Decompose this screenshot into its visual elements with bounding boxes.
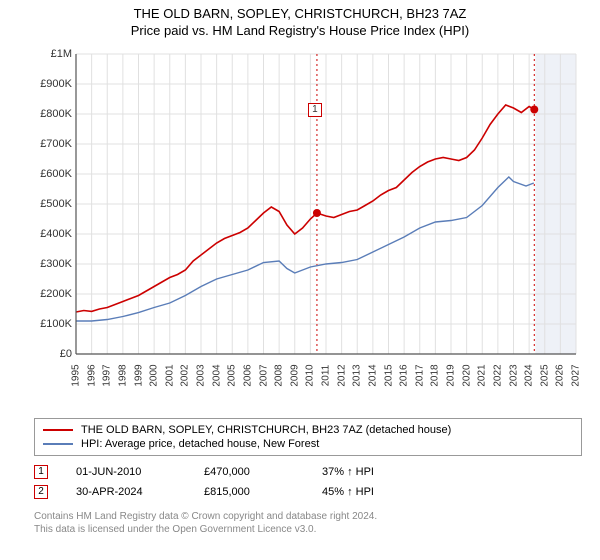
x-tick-label: 2007 — [258, 364, 269, 386]
footer-line: Contains HM Land Registry data © Crown c… — [34, 510, 377, 523]
x-tick-label: 2012 — [336, 364, 347, 386]
x-tick-label: 1998 — [117, 364, 128, 386]
x-tick-label: 2008 — [274, 364, 285, 386]
x-tick-label: 2014 — [367, 364, 378, 386]
x-tick-label: 2005 — [227, 364, 238, 386]
y-tick-label: £700K — [34, 138, 72, 150]
y-tick-label: £200K — [34, 288, 72, 300]
sale-marker: 1 — [34, 465, 48, 479]
footer-line: This data is licensed under the Open Gov… — [34, 523, 377, 536]
x-tick-label: 1996 — [86, 364, 97, 386]
x-tick-label: 2013 — [352, 364, 363, 386]
x-tick-label: 2011 — [321, 365, 332, 387]
price-chart: £0 £100K £200K £300K £400K £500K £600K £700K £80… — [34, 48, 582, 378]
x-tick-label: 2010 — [305, 364, 316, 386]
y-tick-label: £0 — [34, 348, 72, 360]
x-tick-label: 2020 — [461, 364, 472, 386]
y-tick-label: £500K — [34, 198, 72, 210]
x-tick-label: 2018 — [430, 364, 441, 386]
chart-title: THE OLD BARN, SOPLEY, CHRISTCHURCH, BH23… — [0, 6, 600, 21]
y-tick-label: £400K — [34, 228, 72, 240]
y-tick-label: £300K — [34, 258, 72, 270]
sale-date: 30-APR-2024 — [76, 486, 176, 498]
x-tick-label: 2025 — [539, 364, 550, 386]
x-tick-label: 2004 — [211, 364, 222, 386]
y-tick-label: £900K — [34, 78, 72, 90]
attribution-footer: Contains HM Land Registry data © Crown c… — [34, 510, 377, 536]
sale-delta: 37% ↑ HPI — [322, 466, 374, 478]
x-tick-label: 2019 — [446, 364, 457, 386]
x-tick-label: 2001 — [164, 364, 175, 386]
x-tick-label: 2021 — [477, 364, 488, 386]
chart-sale-marker: 1 — [308, 103, 322, 117]
sale-date: 01-JUN-2010 — [76, 466, 176, 478]
x-tick-label: 2002 — [180, 364, 191, 386]
legend-row: THE OLD BARN, SOPLEY, CHRISTCHURCH, BH23… — [43, 423, 573, 437]
sale-delta: 45% ↑ HPI — [322, 486, 374, 498]
x-tick-label: 2024 — [524, 364, 535, 386]
y-tick-label: £600K — [34, 168, 72, 180]
x-tick-label: 2003 — [196, 364, 207, 386]
table-row: 2 30-APR-2024 £815,000 45% ↑ HPI — [34, 482, 582, 502]
x-tick-label: 1999 — [133, 364, 144, 386]
chart-subtitle: Price paid vs. HM Land Registry's House … — [0, 23, 600, 38]
x-tick-label: 2017 — [414, 364, 425, 386]
legend-swatch — [43, 443, 73, 445]
sale-price: £470,000 — [204, 466, 294, 478]
x-tick-label: 1997 — [102, 364, 113, 386]
chart-title-block: THE OLD BARN, SOPLEY, CHRISTCHURCH, BH23… — [0, 0, 600, 38]
legend-label: THE OLD BARN, SOPLEY, CHRISTCHURCH, BH23… — [81, 424, 451, 436]
legend-label: HPI: Average price, detached house, New … — [81, 438, 319, 450]
sale-marker: 2 — [34, 485, 48, 499]
x-tick-label: 2000 — [149, 364, 160, 386]
x-tick-label: 2009 — [289, 364, 300, 386]
chart-legend: THE OLD BARN, SOPLEY, CHRISTCHURCH, BH23… — [34, 418, 582, 456]
x-tick-label: 2026 — [555, 364, 566, 386]
legend-row: HPI: Average price, detached house, New … — [43, 437, 573, 451]
x-tick-label: 2006 — [242, 364, 253, 386]
legend-swatch — [43, 429, 73, 431]
x-tick-label: 2016 — [399, 364, 410, 386]
x-tick-label: 2027 — [571, 364, 582, 386]
x-tick-label: 2023 — [508, 364, 519, 386]
y-tick-label: £100K — [34, 318, 72, 330]
y-tick-label: £800K — [34, 108, 72, 120]
y-tick-label: £1M — [34, 48, 72, 60]
sale-price: £815,000 — [204, 486, 294, 498]
x-tick-label: 2015 — [383, 364, 394, 386]
x-tick-label: 1995 — [71, 364, 82, 386]
sales-table: 1 01-JUN-2010 £470,000 37% ↑ HPI 2 30-AP… — [34, 462, 582, 502]
x-tick-label: 2022 — [492, 364, 503, 386]
table-row: 1 01-JUN-2010 £470,000 37% ↑ HPI — [34, 462, 582, 482]
